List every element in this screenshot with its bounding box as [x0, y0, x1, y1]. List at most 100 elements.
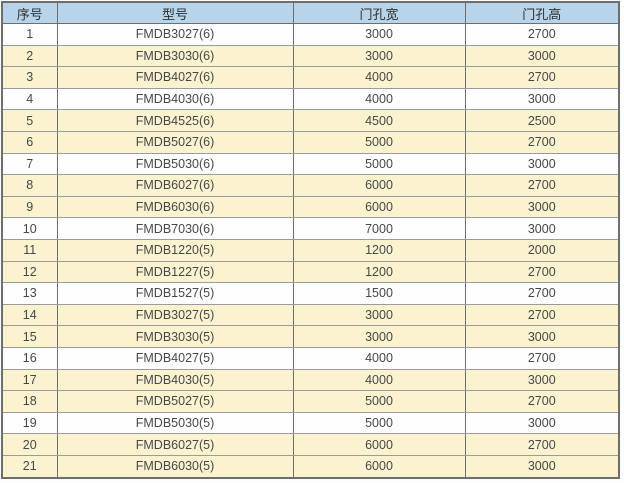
table-row: 8 FMDB6027(6) 6000 2700	[1, 174, 620, 197]
model-cell: FMDB3027(6)	[56, 23, 294, 46]
door-height-cell: 2700	[464, 130, 620, 154]
table-row: 6 FMDB5027(6) 5000 2700	[1, 130, 620, 154]
table-row: 19 FMDB5030(5) 5000 3000	[1, 411, 620, 435]
table-row: 13 FMDB1527(5) 1500 2700	[1, 282, 620, 305]
row-no-cell: 10	[1, 217, 58, 240]
table-row: 14 FMDB3027(5) 3000 2700	[1, 303, 620, 327]
row-no-cell: 16	[1, 346, 58, 370]
model-cell: FMDB6027(6)	[56, 174, 294, 197]
row-no-cell: 9	[1, 195, 58, 219]
table-row: 7 FMDB5030(6) 5000 3000	[1, 152, 620, 176]
model-cell: FMDB4525(6)	[56, 109, 294, 132]
door-width-cell: 5000	[292, 411, 466, 435]
column-header-door-height: 门孔高	[464, 1, 620, 24]
door-height-cell: 3000	[464, 217, 620, 240]
model-cell: FMDB1227(5)	[56, 260, 294, 284]
row-no-cell: 15	[1, 325, 58, 348]
model-cell: FMDB1220(5)	[56, 238, 294, 262]
model-cell: FMDB7030(6)	[56, 217, 294, 240]
door-width-cell: 4000	[292, 368, 466, 392]
table-row: 11 FMDB1220(5) 1200 2000	[1, 238, 620, 262]
table-row: 4 FMDB4030(6) 4000 3000	[1, 87, 620, 111]
table-header-row: 序号 型号 门孔宽 门孔高	[1, 1, 620, 24]
model-cell: FMDB4027(6)	[56, 66, 294, 89]
row-no-cell: 7	[1, 152, 58, 176]
table-row: 10 FMDB7030(6) 7000 3000	[1, 217, 620, 240]
door-height-cell: 2700	[464, 433, 620, 456]
model-cell: FMDB1527(5)	[56, 282, 294, 305]
row-no-cell: 14	[1, 303, 58, 327]
door-width-cell: 3000	[292, 44, 466, 68]
row-no-cell: 13	[1, 282, 58, 305]
table-row: 3 FMDB4027(6) 4000 2700	[1, 66, 620, 89]
model-cell: FMDB4030(5)	[56, 368, 294, 392]
row-no-cell: 18	[1, 390, 58, 413]
door-height-cell: 2700	[464, 346, 620, 370]
door-width-cell: 4000	[292, 346, 466, 370]
door-width-cell: 3000	[292, 23, 466, 46]
door-height-cell: 3000	[464, 152, 620, 176]
door-width-cell: 1200	[292, 238, 466, 262]
door-width-cell: 6000	[292, 174, 466, 197]
door-width-cell: 4000	[292, 66, 466, 89]
row-no-cell: 3	[1, 66, 58, 89]
door-width-cell: 6000	[292, 195, 466, 219]
row-no-cell: 6	[1, 130, 58, 154]
row-no-cell: 17	[1, 368, 58, 392]
door-width-cell: 4500	[292, 109, 466, 132]
row-no-cell: 20	[1, 433, 58, 456]
door-height-cell: 3000	[464, 368, 620, 392]
door-height-cell: 3000	[464, 87, 620, 111]
table-row: 9 FMDB6030(6) 6000 3000	[1, 195, 620, 219]
door-width-cell: 5000	[292, 152, 466, 176]
table-body: 1 FMDB3027(6) 3000 2700 2 FMDB3030(6) 30…	[1, 23, 620, 479]
door-width-cell: 1500	[292, 282, 466, 305]
model-cell: FMDB3030(6)	[56, 44, 294, 68]
door-height-cell: 3000	[464, 195, 620, 219]
door-width-cell: 4000	[292, 87, 466, 111]
door-height-cell: 3000	[464, 454, 620, 479]
model-cell: FMDB5030(6)	[56, 152, 294, 176]
table-row: 15 FMDB3030(5) 3000 3000	[1, 325, 620, 348]
door-height-cell: 3000	[464, 411, 620, 435]
row-no-cell: 21	[1, 454, 58, 479]
row-no-cell: 12	[1, 260, 58, 284]
table-row: 20 FMDB6027(5) 6000 2700	[1, 433, 620, 456]
model-cell: FMDB6030(6)	[56, 195, 294, 219]
table-row: 2 FMDB3030(6) 3000 3000	[1, 44, 620, 68]
model-cell: FMDB5027(5)	[56, 390, 294, 413]
door-height-cell: 2700	[464, 23, 620, 46]
door-height-cell: 2700	[464, 303, 620, 327]
door-height-cell: 2000	[464, 238, 620, 262]
column-header-door-width: 门孔宽	[292, 1, 466, 24]
door-width-cell: 7000	[292, 217, 466, 240]
door-width-cell: 1200	[292, 260, 466, 284]
table-row: 16 FMDB4027(5) 4000 2700	[1, 346, 620, 370]
model-cell: FMDB6027(5)	[56, 433, 294, 456]
door-height-cell: 2700	[464, 390, 620, 413]
door-height-cell: 2700	[464, 260, 620, 284]
door-width-cell: 6000	[292, 433, 466, 456]
table-row: 12 FMDB1227(5) 1200 2700	[1, 260, 620, 284]
model-cell: FMDB4030(6)	[56, 87, 294, 111]
door-width-cell: 3000	[292, 303, 466, 327]
door-height-cell: 2700	[464, 174, 620, 197]
model-cell: FMDB4027(5)	[56, 346, 294, 370]
row-no-cell: 5	[1, 109, 58, 132]
table-row: 5 FMDB4525(6) 4500 2500	[1, 109, 620, 132]
table-row: 17 FMDB4030(5) 4000 3000	[1, 368, 620, 392]
door-height-cell: 2500	[464, 109, 620, 132]
model-cell: FMDB3030(5)	[56, 325, 294, 348]
row-no-cell: 8	[1, 174, 58, 197]
table-row: 18 FMDB5027(5) 5000 2700	[1, 390, 620, 413]
door-height-cell: 3000	[464, 44, 620, 68]
row-no-cell: 2	[1, 44, 58, 68]
row-no-cell: 1	[1, 23, 58, 46]
door-height-cell: 2700	[464, 282, 620, 305]
model-cell: FMDB5030(5)	[56, 411, 294, 435]
table-row: 1 FMDB3027(6) 3000 2700	[1, 23, 620, 46]
column-header-model: 型号	[56, 1, 294, 24]
model-cell: FMDB3027(5)	[56, 303, 294, 327]
door-width-cell: 5000	[292, 130, 466, 154]
